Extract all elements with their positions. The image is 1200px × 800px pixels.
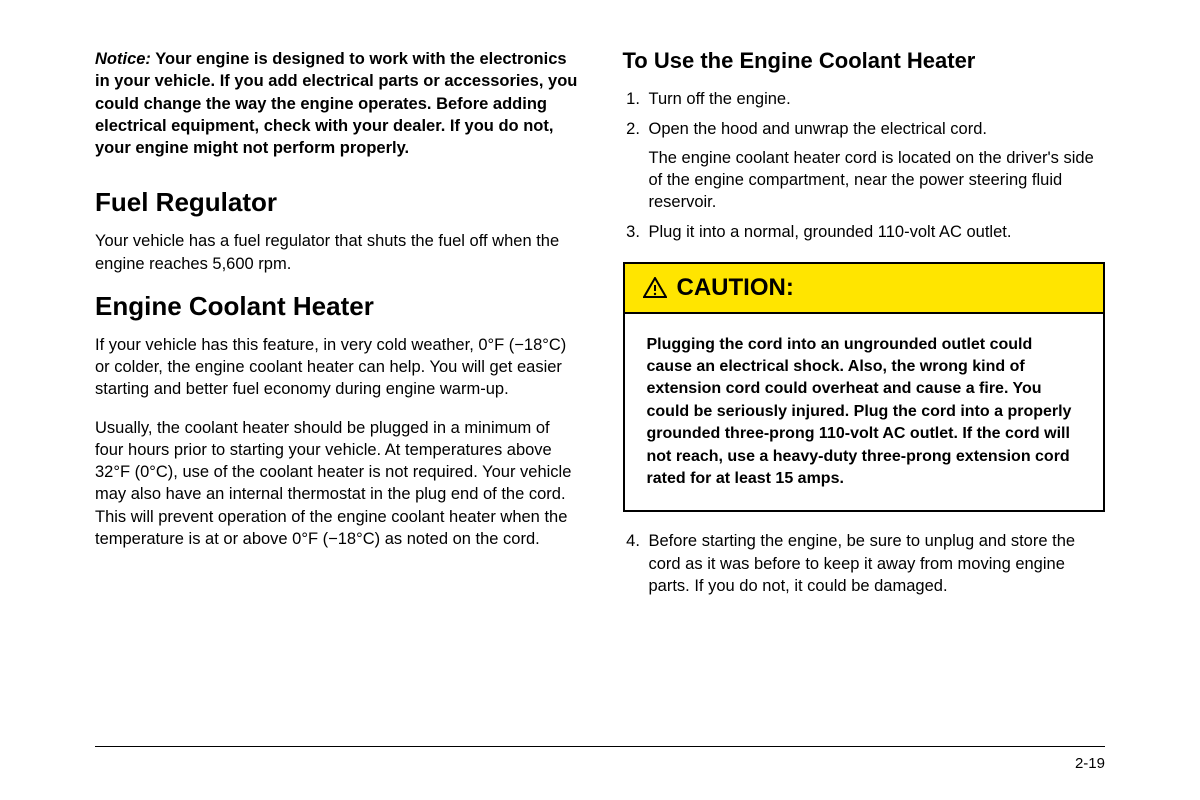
to-use-heading: To Use the Engine Coolant Heater <box>623 48 1106 74</box>
fuel-regulator-text: Your vehicle has a fuel regulator that s… <box>95 230 578 275</box>
step-4-text: Before starting the engine, be sure to u… <box>649 532 1076 595</box>
step-3-text: Plug it into a normal, grounded 110-volt… <box>649 223 1012 241</box>
caution-header: CAUTION: <box>625 264 1104 314</box>
coolant-heater-para1: If your vehicle has this feature, in ver… <box>95 334 578 401</box>
step-2: Open the hood and unwrap the electrical … <box>645 118 1106 213</box>
step-2-text: Open the hood and unwrap the electrical … <box>649 120 987 138</box>
step-2-sub: The engine coolant heater cord is locate… <box>649 147 1106 214</box>
engine-coolant-heater-heading: Engine Coolant Heater <box>95 291 578 322</box>
page-footer: 2-19 <box>95 746 1105 772</box>
step-1: Turn off the engine. <box>645 88 1106 110</box>
caution-body: Plugging the cord into an ungrounded out… <box>625 314 1104 511</box>
steps-list: Turn off the engine. Open the hood and u… <box>623 88 1106 244</box>
steps-list-continued: Before starting the engine, be sure to u… <box>623 530 1106 597</box>
step-4: Before starting the engine, be sure to u… <box>645 530 1106 597</box>
warning-triangle-icon <box>643 277 667 299</box>
coolant-heater-para2: Usually, the coolant heater should be pl… <box>95 417 578 551</box>
step-1-text: Turn off the engine. <box>649 90 791 108</box>
left-column: Notice: Your engine is designed to work … <box>95 48 578 605</box>
caution-title: CAUTION: <box>677 274 794 302</box>
notice-body-text: Your engine is designed to work with the… <box>95 50 577 157</box>
page-number: 2-19 <box>1075 755 1105 772</box>
notice-label: Notice: <box>95 50 151 68</box>
fuel-regulator-heading: Fuel Regulator <box>95 187 578 218</box>
right-column: To Use the Engine Coolant Heater Turn of… <box>623 48 1106 605</box>
notice-paragraph: Notice: Your engine is designed to work … <box>95 48 578 159</box>
page-content: Notice: Your engine is designed to work … <box>95 48 1105 605</box>
step-3: Plug it into a normal, grounded 110-volt… <box>645 221 1106 243</box>
caution-box: CAUTION: Plugging the cord into an ungro… <box>623 262 1106 513</box>
